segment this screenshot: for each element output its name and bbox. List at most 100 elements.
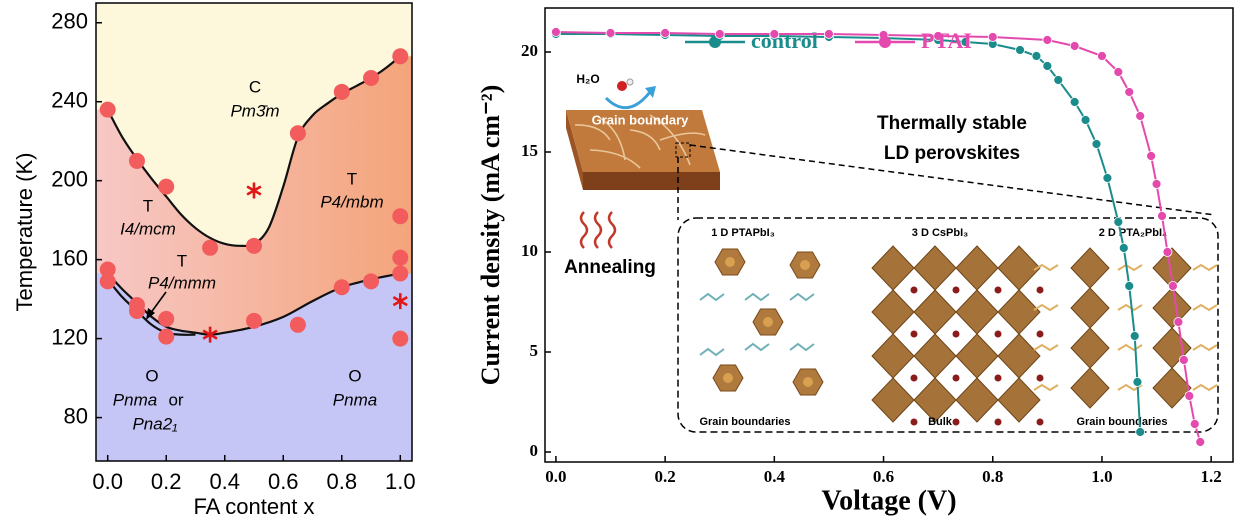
data-point — [334, 84, 350, 100]
structure-label: 1 D PTAPbI₃ — [711, 227, 775, 239]
page: {"chart_data": [ {"type": "scatter", "xl… — [0, 0, 1238, 520]
jv-point — [1103, 174, 1112, 183]
jv-point — [1152, 180, 1161, 189]
jv-point — [1190, 420, 1199, 429]
data-point — [202, 240, 218, 256]
phase-label: Pm3̄m — [230, 101, 279, 120]
jv-point — [606, 29, 615, 38]
phase-label: T — [143, 196, 153, 215]
cs-atom — [1037, 375, 1044, 382]
jv-point — [1097, 52, 1106, 61]
x-tick-label: 0.4 — [209, 469, 240, 494]
data-point — [363, 273, 379, 289]
data-point — [246, 238, 262, 254]
chain-center — [725, 257, 735, 267]
x-tick-label: 1.0 — [1091, 467, 1112, 486]
phase-label: P4/mmm — [148, 273, 216, 292]
cs-atom — [995, 287, 1002, 294]
figure: 801201602002402800.00.20.40.60.81.0FA co… — [0, 0, 1238, 520]
jv-point — [1168, 282, 1177, 291]
jv-chart: Grain boundary H₂O Annealing Thermally stab… — [476, 8, 1233, 516]
cs-atom — [911, 419, 918, 426]
y-axis-title: Current density (mA cm⁻²) — [476, 85, 505, 386]
jv-point — [1125, 88, 1134, 97]
jv-point — [824, 30, 833, 39]
jv-point — [715, 30, 724, 39]
legend-label: PTAI — [921, 28, 972, 53]
cs-atom — [911, 287, 918, 294]
y-tick-label: 80 — [64, 403, 88, 428]
y-tick-label: 240 — [51, 88, 88, 113]
data-point — [392, 265, 408, 281]
data-point — [392, 48, 408, 64]
phase-label: Pnma — [113, 390, 157, 409]
jv-point — [1054, 76, 1063, 85]
oxygen — [617, 81, 627, 91]
cs-atom — [995, 375, 1002, 382]
y-tick-label: 280 — [51, 9, 88, 34]
legend-marker — [879, 36, 891, 48]
x-tick-label: 0.2 — [655, 467, 676, 486]
data-point — [392, 250, 408, 266]
y-tick-label: 5 — [530, 341, 539, 360]
region-label: Bulk — [928, 416, 953, 428]
data-point — [290, 317, 306, 333]
region-label: Grain boundaries — [699, 416, 790, 428]
grain-boundary-label: Grain boundary — [592, 112, 690, 127]
x-tick-label: 0.4 — [764, 467, 786, 486]
data-point — [392, 208, 408, 224]
data-point — [129, 303, 145, 319]
cs-atom — [953, 419, 960, 426]
cs-atom — [953, 331, 960, 338]
phase-label: T — [177, 251, 187, 270]
inset-title: Thermally stable — [877, 113, 1027, 134]
x-tick-label: 0.6 — [873, 467, 894, 486]
jv-point — [1174, 318, 1183, 327]
cs-atom — [911, 375, 918, 382]
chain-center — [803, 377, 813, 387]
jv-point — [1196, 438, 1205, 447]
data-point — [129, 153, 145, 169]
chain-center — [800, 260, 810, 270]
water-arrow — [606, 92, 650, 108]
jv-point — [1119, 244, 1128, 253]
jv-point — [1032, 52, 1041, 61]
jv-point — [1185, 392, 1194, 401]
jv-point — [1136, 112, 1145, 121]
cs-atom — [1037, 331, 1044, 338]
data-point — [158, 179, 174, 195]
x-tick-label: 0.8 — [326, 469, 357, 494]
y-tick-label: 120 — [51, 324, 88, 349]
inset-illustration: Grain boundary H₂O Annealing Thermally stab… — [564, 72, 1218, 432]
x-tick-label: 0.0 — [92, 469, 123, 494]
jv-point — [1016, 46, 1025, 55]
data-point — [246, 313, 262, 329]
data-point — [158, 329, 174, 345]
y-tick-label: 10 — [521, 241, 538, 260]
y-tick-label: 20 — [521, 41, 538, 60]
data-point — [363, 70, 379, 86]
phase-label: Pnma — [333, 390, 377, 409]
phase-label: P4/mbm — [320, 192, 383, 211]
jv-point — [1147, 152, 1156, 161]
phase-label: T — [347, 169, 357, 188]
structure-label: 2 D PTA₂PbI₄ — [1099, 227, 1168, 239]
cs-atom — [953, 287, 960, 294]
data-point — [100, 102, 116, 118]
phase-label: O — [145, 366, 158, 385]
data-point — [290, 125, 306, 141]
heat-wave — [581, 212, 587, 248]
x-tick-label: 1.0 — [385, 469, 416, 494]
chain-center — [723, 373, 733, 383]
h2o-label: H₂O — [576, 72, 599, 86]
jv-point — [988, 33, 997, 42]
jv-point — [1125, 282, 1134, 291]
annealing-label: Annealing — [564, 257, 656, 278]
data-point — [392, 331, 408, 347]
jv-point — [1070, 98, 1079, 107]
cs-atom — [953, 375, 960, 382]
jv-point — [1158, 212, 1167, 221]
y-tick-label: 160 — [51, 245, 88, 270]
y-tick-label: 0 — [530, 441, 539, 460]
x-axis-title: Voltage (V) — [821, 485, 956, 516]
